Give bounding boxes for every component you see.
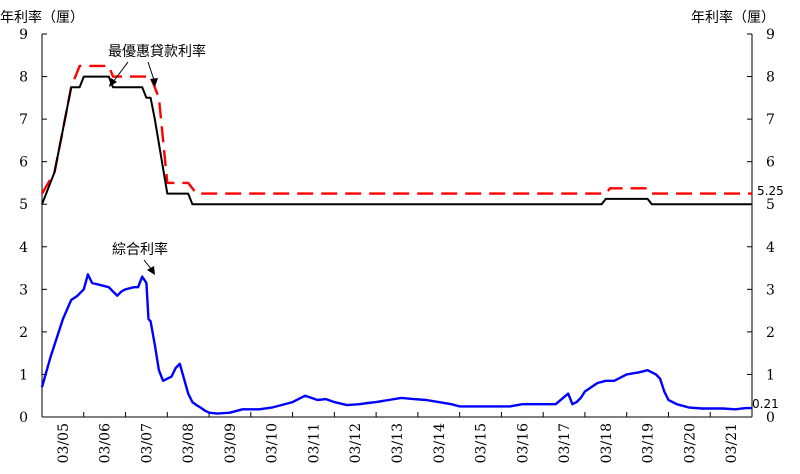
x-tick-label: 03/05 [56,423,72,463]
x-tick-label: 03/09 [223,423,239,463]
x-tick-label: 03/06 [98,423,114,463]
y-tick-label-right: 7 [766,112,775,128]
annotation-arrow [112,61,129,83]
series-line-prime_red [40,64,752,195]
y-tick-label-right: 9 [766,27,775,43]
annotation-composite-rate: 綜合利率 [112,241,168,258]
y-tick-label-left: 6 [19,155,28,171]
y-tick-label-right: 2 [766,325,775,341]
y-tick-label-left: 4 [19,240,28,256]
x-tick-label: 03/15 [474,423,490,463]
y-tick-label-right: 0 [766,410,775,426]
y-tick-label-left: 2 [19,325,28,341]
x-tick-label: 03/19 [641,423,657,463]
y-tick-label-right: 1 [766,367,775,383]
y-tick-label-right: 3 [766,282,775,298]
series-line-composite [40,273,752,415]
y-tick-label-right: 5 [766,197,775,213]
y-tick-label-left: 9 [19,27,28,43]
y-tick-label-left: 3 [19,282,28,298]
x-tick-label: 03/18 [599,423,615,463]
series-group [40,64,752,415]
x-tick-label: 03/16 [515,423,531,463]
x-tick-label: 03/11 [306,423,322,463]
x-tick-label: 03/14 [432,423,448,463]
end-value-composite: 0.21 [752,397,779,411]
y-unit-label-right: 年利率（厘） [691,9,775,26]
x-tick-label: 03/07 [139,423,155,463]
x-tick-label: 03/17 [557,423,573,463]
y-tick-label-right: 8 [766,70,775,86]
series-line-prime_black [41,75,752,206]
annotation-arrow [147,61,155,81]
end-value-prime: 5.25 [757,184,784,198]
y-tick-label-right: 6 [766,155,775,171]
y-tick-label-left: 1 [19,367,28,383]
x-tick-label: 03/20 [682,423,698,463]
x-tick-label: 03/10 [265,423,281,463]
y-unit-label-left: 年利率（厘） [0,9,84,26]
y-tick-label-left: 8 [19,70,28,86]
x-tick-label: 03/21 [724,423,740,463]
x-tick-label: 03/13 [390,423,406,463]
x-tick-label: 03/12 [348,423,364,463]
y-tick-label-left: 5 [19,197,28,213]
y-tick-label-left: 0 [19,410,28,426]
y-tick-label-right: 4 [766,240,775,256]
annotation-arrowhead [150,78,158,87]
annotation-arrowhead [147,266,155,275]
annotation-prime-rate: 最優惠貸款利率 [108,43,206,60]
x-tick-label: 03/08 [181,423,197,463]
y-tick-label-left: 7 [19,112,28,128]
annotation-arrowhead [109,78,117,87]
